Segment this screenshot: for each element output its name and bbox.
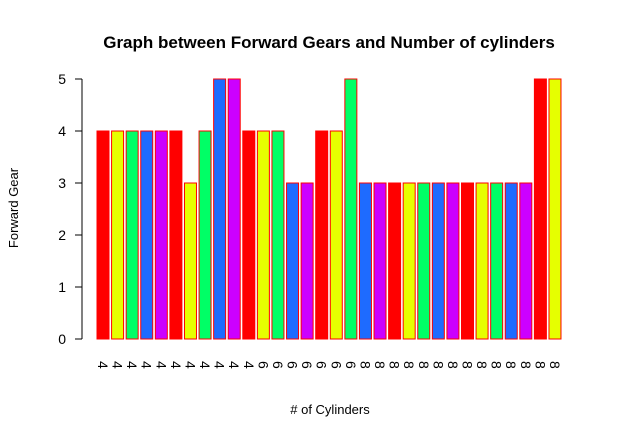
bar [213,78,227,340]
bar [154,130,168,340]
x-tick-label: 8 [518,361,534,369]
x-tick-label: 6 [270,361,286,369]
x-tick-label: 8 [532,361,548,369]
bar [227,78,241,340]
bar [388,182,402,340]
y-axis-label: Forward Gear [6,167,21,248]
x-tick-label: 8 [503,361,519,369]
bar [504,182,518,340]
bar [446,182,460,340]
y-tick-label: 4 [58,123,66,139]
x-tick-label: 8 [387,361,403,369]
x-tick-label: 6 [255,361,271,369]
x-tick-label: 4 [197,361,213,369]
bars-group [96,78,562,340]
x-tick-label: 4 [153,361,169,369]
bar [169,130,183,340]
x-tick-label: 4 [110,361,126,369]
y-tick-label: 5 [58,71,66,87]
bar [329,130,343,340]
bar [431,182,445,340]
bar [402,182,416,340]
x-tick-label: 6 [328,361,344,369]
x-tick-label: 8 [401,361,417,369]
bar [490,182,504,340]
x-tick-label: 6 [285,361,301,369]
y-axis: 0 1 2 3 4 5 [58,71,83,347]
x-tick-label: 4 [139,361,155,369]
x-tick-label: 6 [343,361,359,369]
bar [256,130,270,340]
x-tick-label: 4 [182,361,198,369]
bar [242,130,256,340]
x-tick-label: 8 [445,361,461,369]
x-tick-label: 8 [357,361,373,369]
bar [111,130,125,340]
y-tick-label: 2 [58,227,66,243]
bar [417,182,431,340]
x-tick-label: 4 [226,361,242,369]
x-tick-label: 4 [95,361,111,369]
bar [140,130,154,340]
bar [125,130,139,340]
x-tick-label: 4 [124,361,140,369]
x-tick-label: 6 [299,361,315,369]
x-tick-label: 8 [547,361,563,369]
bar [300,182,314,340]
y-tick-label: 3 [58,175,66,191]
x-tick-label: 8 [430,361,446,369]
x-tick-label: 8 [372,361,388,369]
x-tick-label: 4 [212,361,228,369]
bar [475,182,489,340]
bar [519,182,533,340]
x-tick-label: 4 [241,361,257,369]
bar [183,182,197,340]
bar [198,130,212,340]
bar [96,130,110,340]
bar [344,78,358,340]
x-tick-label: 8 [474,361,490,369]
bar [271,130,285,340]
x-tick-label: 8 [489,361,505,369]
bar [358,182,372,340]
bar [286,182,300,340]
y-tick-label: 1 [58,279,66,295]
x-tick-label: 8 [416,361,432,369]
x-axis-label: # of Cylinders [290,402,370,417]
chart-title: Graph between Forward Gears and Number o… [103,33,555,52]
bar [548,78,562,340]
y-tick-label: 0 [58,331,66,347]
x-tick-label: 6 [314,361,330,369]
bar [373,182,387,340]
bar [461,182,474,340]
x-tick-label: 8 [460,361,476,369]
bar [533,78,547,340]
x-tick-label: 4 [168,361,184,369]
bar [315,130,329,340]
